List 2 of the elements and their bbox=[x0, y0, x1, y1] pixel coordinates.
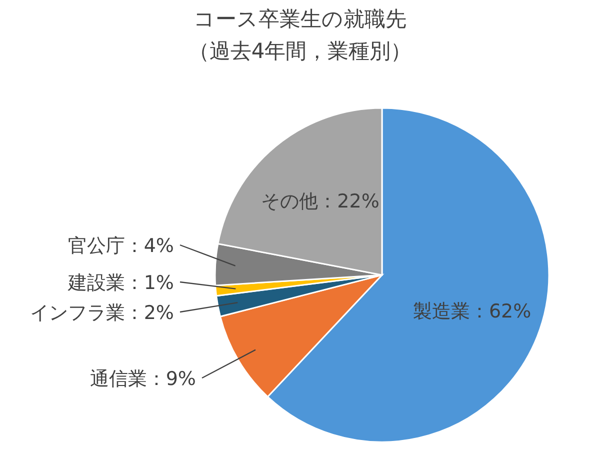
title: （過去4年間，業種別） bbox=[188, 39, 412, 63]
title: コース卒業生の就職先 bbox=[194, 7, 406, 31]
